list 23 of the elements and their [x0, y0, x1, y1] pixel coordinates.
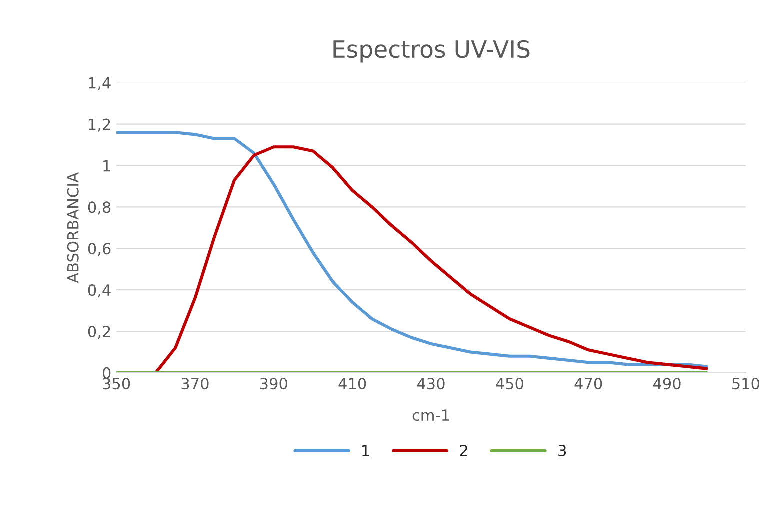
y-tick-label: 0,4: [88, 284, 111, 298]
y-tick-label: 0,8: [88, 202, 111, 215]
x-tick-label: 450: [496, 378, 524, 390]
legend-label: 1: [362, 445, 370, 456]
chart-title: Espectros UV-VIS: [334, 40, 530, 63]
legend-label: 2: [460, 444, 468, 456]
y-tick-label: 0: [102, 367, 111, 379]
x-tick-label: 470: [574, 378, 602, 390]
x-tick-label: 410: [338, 378, 366, 390]
x-tick-label: 350: [103, 378, 130, 390]
y-tick-label: 1,2: [89, 118, 110, 132]
y-tick-label: 0,2: [88, 326, 110, 340]
x-tick-label: 370: [182, 378, 209, 390]
y-axis-title: ABSORBANCIA: [67, 172, 79, 284]
y-tick-label: 0,6: [88, 243, 111, 256]
y-tick-label: 1: [104, 160, 110, 172]
y-tick-label: 1,4: [89, 78, 111, 90]
legend-label: 3: [558, 444, 566, 457]
x-tick-label: 430: [417, 378, 445, 390]
x-axis-title: cm-1: [412, 410, 450, 422]
x-tick-label: 390: [260, 378, 288, 390]
x-tick-label: 510: [732, 378, 760, 390]
x-tick-label: 490: [653, 378, 681, 390]
